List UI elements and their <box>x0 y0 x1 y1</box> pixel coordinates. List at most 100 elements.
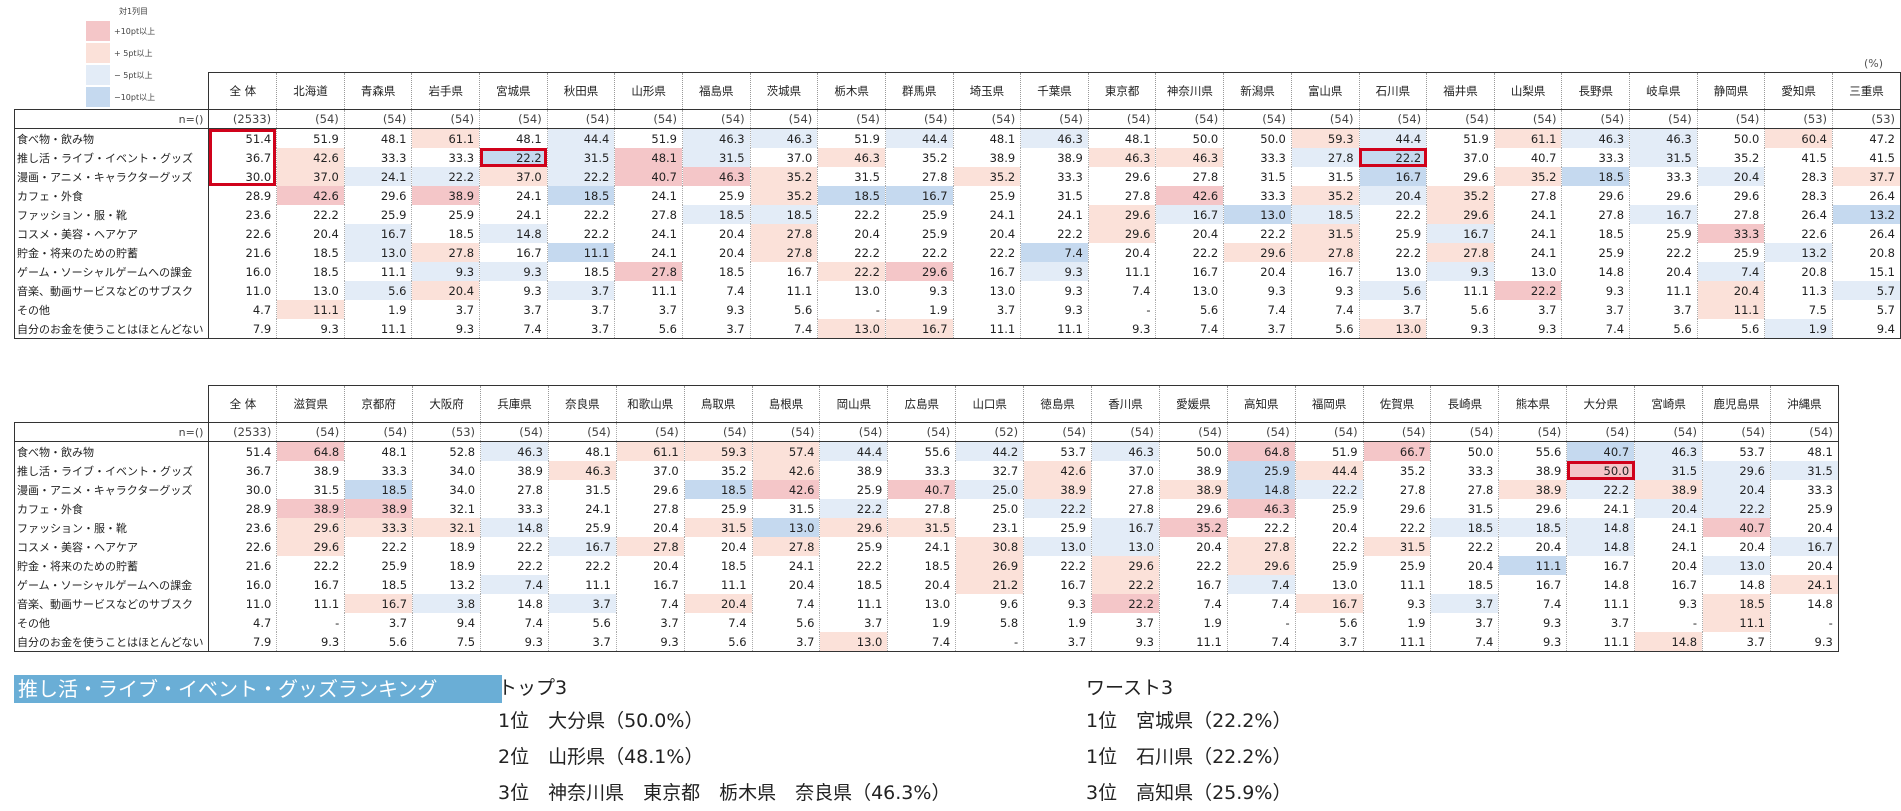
value-cell: 20.4 <box>1430 556 1499 575</box>
sample-size-cell: (53) <box>1764 109 1833 129</box>
value-cell: 13.0 <box>1091 537 1160 556</box>
value-cell: 3.7 <box>615 613 685 632</box>
value-cell: 7.4 <box>1223 300 1292 319</box>
value-cell: 9.3 <box>1023 594 1092 613</box>
value-cell: 22.2 <box>1294 537 1364 556</box>
sample-size-cell: (54) <box>614 109 683 129</box>
value-cell: 20.8 <box>1764 262 1833 281</box>
sample-size-cell: (54) <box>751 422 820 442</box>
value-cell: 20.4 <box>1629 262 1698 281</box>
value-cell: 27.8 <box>1362 480 1431 499</box>
value-cell: 33.3 <box>343 148 412 167</box>
value-cell: 42.6 <box>1023 461 1092 480</box>
value-cell: 3.7 <box>479 300 548 319</box>
value-cell: 1.9 <box>343 300 412 319</box>
value-cell: 34.0 <box>412 480 481 499</box>
column-header: 香川県 <box>1091 385 1160 423</box>
value-cell: 29.6 <box>1158 499 1228 518</box>
value-cell: 16.7 <box>952 262 1021 281</box>
sample-size-cell: (54) <box>683 422 753 442</box>
value-cell: 13.0 <box>343 243 412 262</box>
value-cell: 33.3 <box>344 518 413 537</box>
value-cell: 9.4 <box>1832 319 1901 339</box>
sample-size-cell: (54) <box>1430 422 1499 442</box>
value-cell: 5.6 <box>343 281 412 300</box>
value-cell: 9.4 <box>412 613 481 632</box>
value-cell: 7.4 <box>480 575 549 594</box>
value-cell: 18.5 <box>681 205 751 224</box>
value-cell: 7.5 <box>1764 300 1833 319</box>
value-cell: 20.4 <box>683 594 753 613</box>
worst3-item: 3位 高知県（25.9%） <box>1086 782 1292 804</box>
column-header: 沖縄県 <box>1769 385 1839 423</box>
value-cell: 38.9 <box>344 499 413 518</box>
value-cell: 46.3 <box>817 148 886 167</box>
table-row: 自分のお金を使うことはほとんどない 7.9 9.3 11.1 9.3 7.4 3.7 5.6 3… <box>13 319 1901 339</box>
value-cell: 20.8 <box>1832 243 1901 262</box>
value-cell: 22.2 <box>276 205 345 224</box>
sample-size-cell: (54) <box>1362 422 1431 442</box>
value-cell: 29.6 <box>1226 556 1296 575</box>
sample-size-cell: (54) <box>1294 422 1364 442</box>
value-cell: 25.9 <box>819 537 888 556</box>
value-cell: 25.9 <box>952 186 1021 205</box>
value-cell: 13.0 <box>952 281 1021 300</box>
value-cell: 18.5 <box>1430 518 1499 537</box>
value-cell: 7.4 <box>681 281 751 300</box>
value-cell: 9.3 <box>1087 319 1156 339</box>
value-cell: 20.4 <box>751 575 820 594</box>
value-cell: 22.2 <box>819 499 888 518</box>
value-cell: 48.1 <box>952 128 1021 148</box>
column-header: 福井県 <box>1426 72 1495 110</box>
value-cell: 42.6 <box>276 186 345 205</box>
legend-swatch <box>86 87 110 107</box>
value-cell: 5.6 <box>1294 613 1364 632</box>
value-cell: 37.0 <box>1426 148 1495 167</box>
value-cell: 24.1 <box>952 205 1021 224</box>
value-cell: 48.1 <box>343 128 412 148</box>
value-cell: 44.4 <box>819 441 888 461</box>
value-cell: 22.2 <box>344 537 413 556</box>
value-cell: 22.6 <box>208 224 277 243</box>
value-cell: 48.1 <box>1769 441 1839 461</box>
value-cell: - <box>1087 300 1156 319</box>
value-cell: - <box>1769 613 1839 632</box>
value-cell: 11.1 <box>614 281 683 300</box>
value-cell: 37.0 <box>749 148 818 167</box>
value-cell: 3.7 <box>1702 632 1771 652</box>
value-cell: 27.8 <box>614 262 683 281</box>
value-cell: 16.7 <box>1091 518 1160 537</box>
value-cell: 24.1 <box>1020 205 1089 224</box>
value-cell: 29.6 <box>819 518 888 537</box>
value-cell: 25.9 <box>1226 461 1296 480</box>
value-cell: 27.8 <box>749 243 818 262</box>
row-label: 食べ物・飲み物 <box>13 128 209 148</box>
column-header: 大阪府 <box>412 385 481 423</box>
value-cell: 38.9 <box>411 186 480 205</box>
table-row: 音楽、動画サービスなどのサブスク 11.0 13.0 5.6 20.4 9.3 3.7 11.… <box>13 281 1901 300</box>
value-cell: 11.1 <box>1629 281 1698 300</box>
value-cell: 5.7 <box>1832 300 1901 319</box>
value-cell: 35.2 <box>952 167 1021 186</box>
value-cell: 9.3 <box>1634 594 1703 613</box>
value-cell: 44.2 <box>955 441 1024 461</box>
value-cell: 51.9 <box>276 128 345 148</box>
value-cell: 57.4 <box>751 441 820 461</box>
value-cell: 22.2 <box>546 224 615 243</box>
value-cell: 42.6 <box>1155 186 1224 205</box>
value-cell: 3.8 <box>412 594 481 613</box>
value-cell: 16.7 <box>343 224 412 243</box>
value-cell: 9.3 <box>1561 281 1630 300</box>
value-cell: 35.2 <box>884 148 954 167</box>
value-cell: 25.9 <box>1294 556 1364 575</box>
value-cell: 7.4 <box>749 319 818 339</box>
table-row: 貯金・将来のための貯蓄 21.6 22.2 25.9 18.9 22.2 22.2 20.4 1… <box>13 556 1839 575</box>
value-cell: 11.1 <box>1498 556 1567 575</box>
value-cell: - <box>955 632 1024 652</box>
value-cell: 27.8 <box>884 167 954 186</box>
value-cell: 3.7 <box>1091 613 1160 632</box>
value-cell: 16.7 <box>1426 224 1495 243</box>
value-cell: 7.5 <box>412 632 481 652</box>
table-row: 貯金・将来のための貯蓄 21.6 18.5 13.0 27.8 16.7 11.1 24.1 2… <box>13 243 1901 262</box>
value-cell: 11.1 <box>1566 594 1635 613</box>
